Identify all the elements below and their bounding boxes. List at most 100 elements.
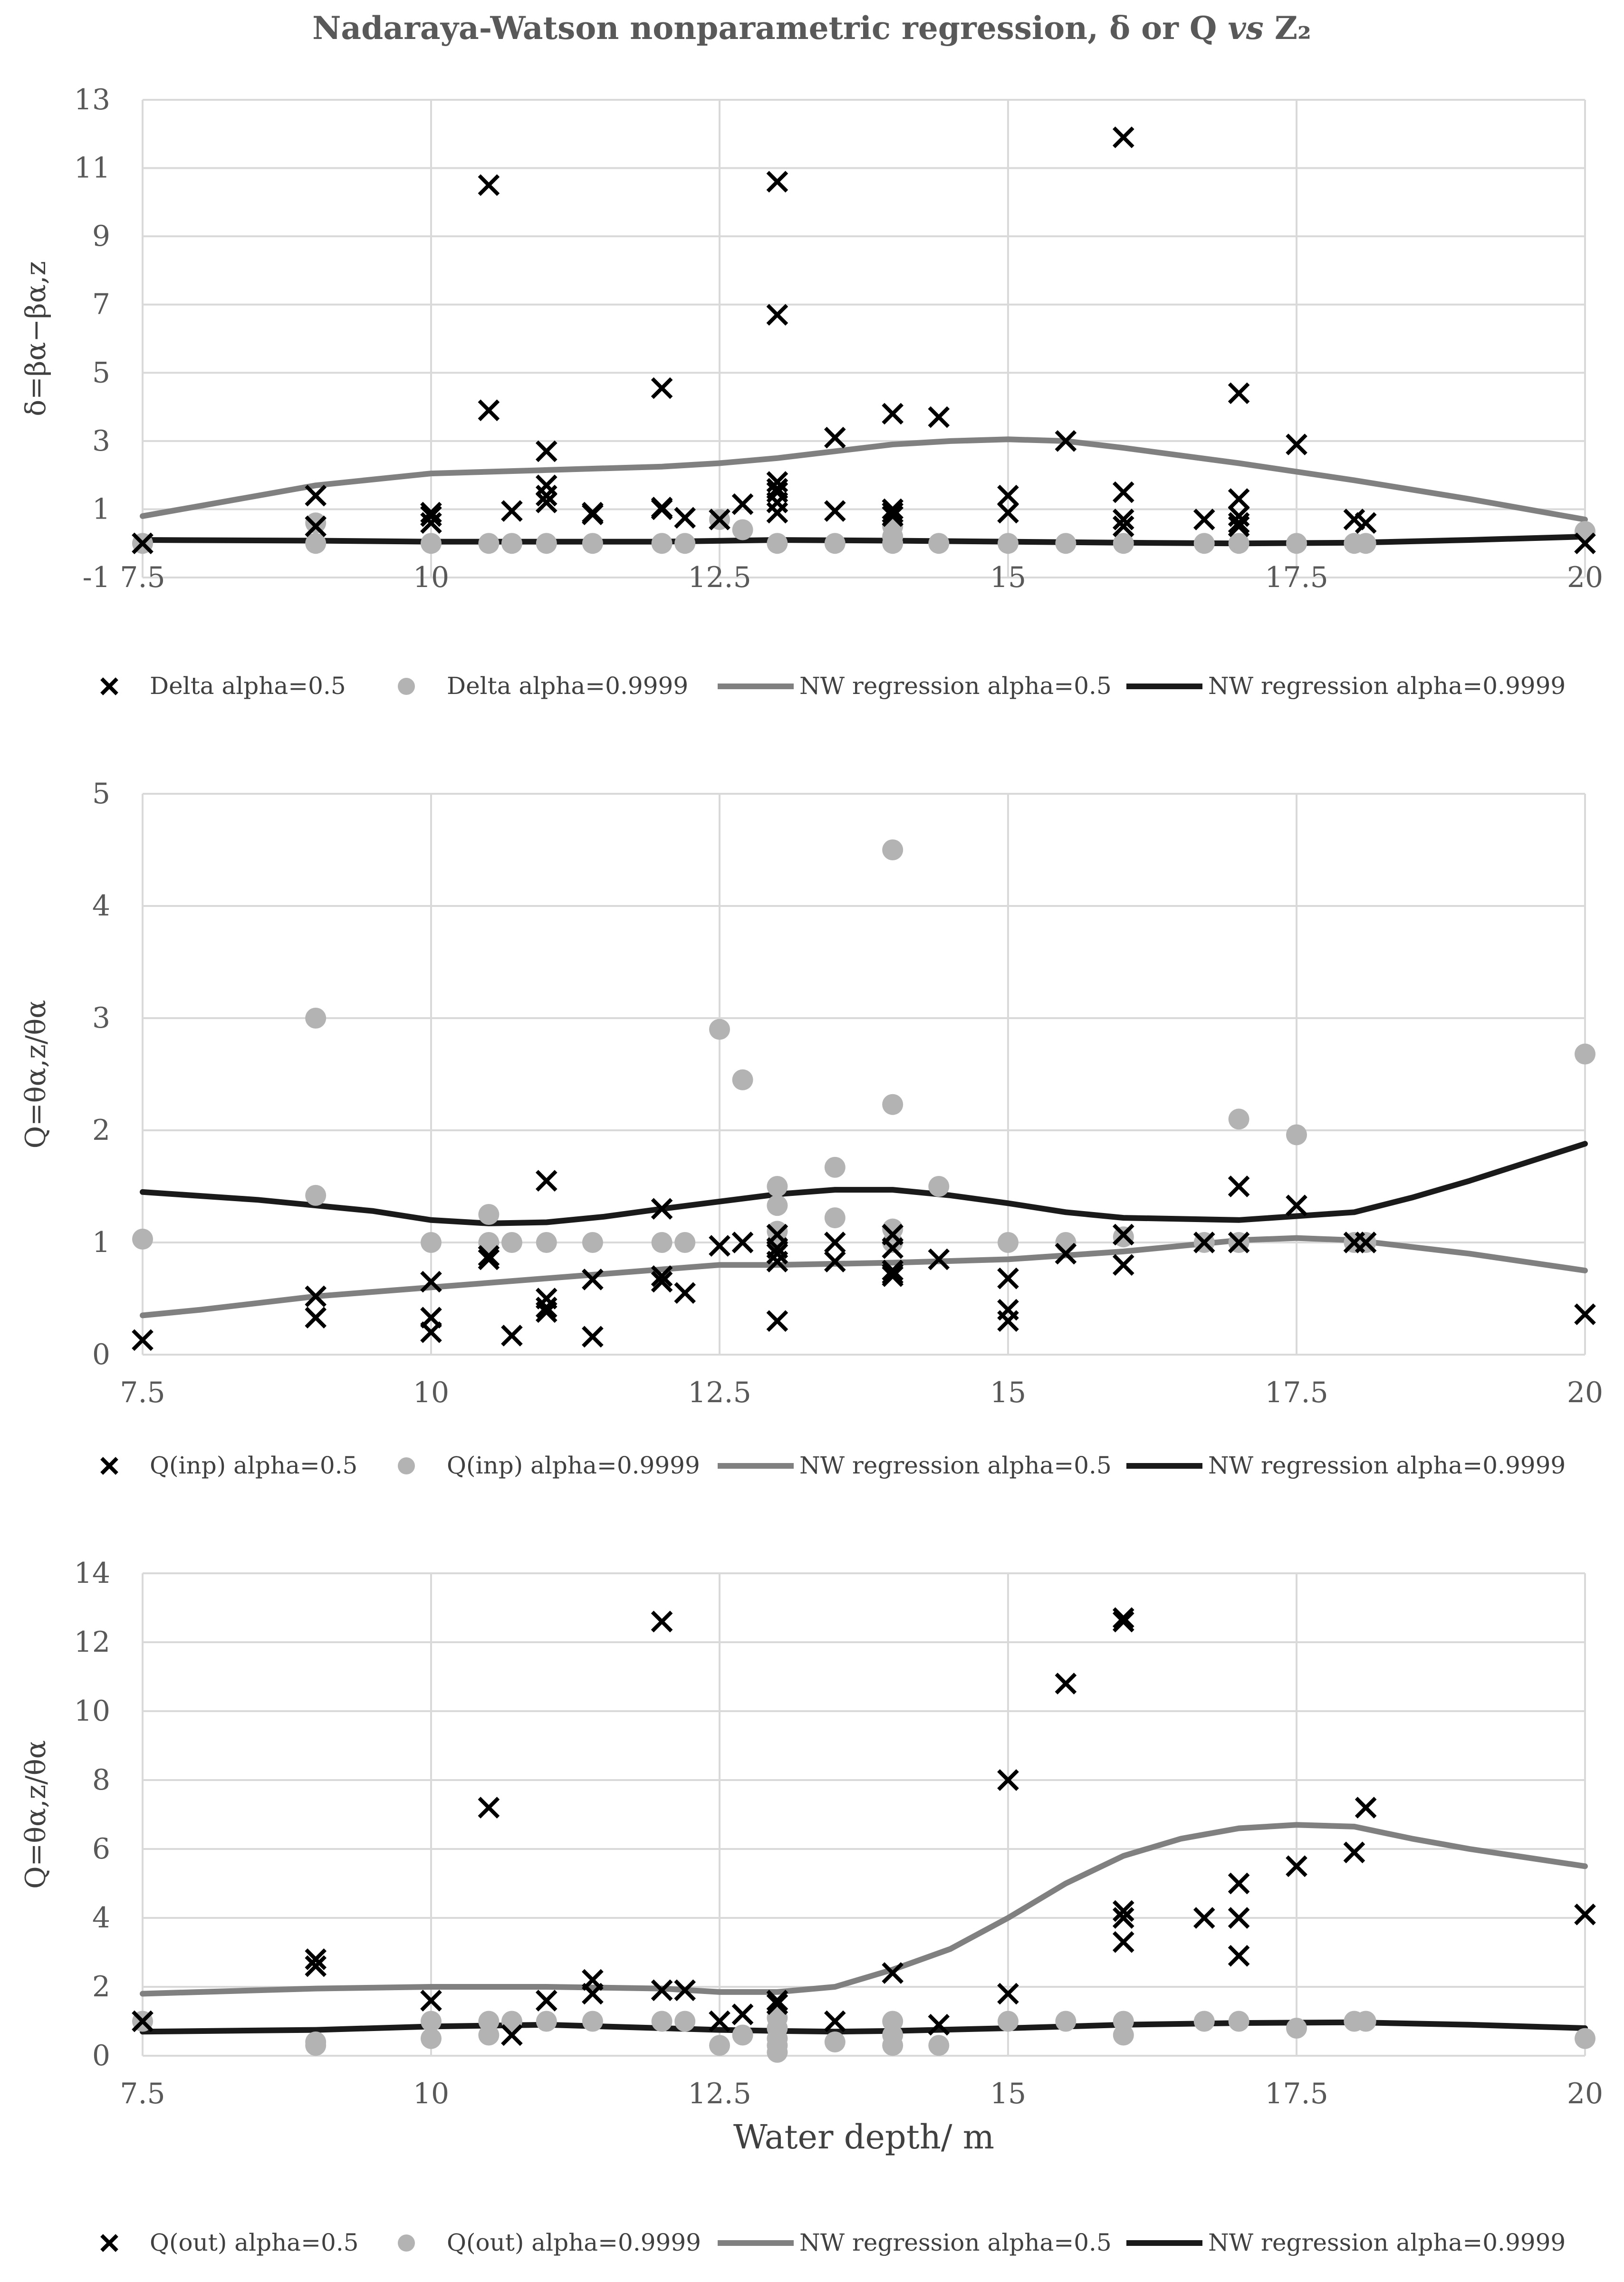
cross-stroke [1286,1855,1307,1878]
scatter-cross-point [1228,382,1250,404]
x-tick-label: 17.5 [1265,561,1328,594]
scatter-dot-point [501,533,522,554]
scatter-cross-point [1228,488,1250,510]
cross-stroke [420,1271,442,1293]
scatter-cross-point [731,2003,754,2025]
y-tick-label: 3 [92,1001,110,1035]
scatter-cross-point [928,1248,950,1271]
scatter-cross-point [1112,1931,1134,1953]
scatter-cross-point [1355,1797,1377,1819]
x-tick-label: 12.5 [688,2077,751,2110]
scatter-dot-point [824,533,846,554]
cross-stroke [709,509,730,530]
scatter-dot-point [1286,2018,1307,2039]
legend-label: Delta alpha=0.9999 [447,672,688,700]
scatter-cross-point [824,426,846,449]
cross-stroke [582,1326,604,1348]
scatter-cross-point [1112,481,1134,503]
y-tick-label: 5 [92,356,110,389]
scatter-cross-point [535,474,557,497]
legend: Q(inp) alpha=0.5 Q(inp) alpha=0.9999 NW re… [100,1452,1566,1479]
cross-stroke [651,1271,673,1293]
cross-stroke [1112,515,1134,538]
scatter-cross-point [1112,1900,1134,1922]
x-tick-label: 20 [1567,1376,1603,1409]
nw-regression-alpha-09999-line [140,1141,1588,1226]
cross-stroke [1343,509,1365,530]
cross-stroke [766,304,788,326]
cross-stroke [731,2003,754,2025]
scatter-dot-point [928,1176,950,1197]
cross-stroke [420,1321,442,1343]
scatter-cross-point [1343,1841,1365,1864]
scatter-cross-point [1112,509,1134,530]
scatter-dot-point [305,1184,327,1206]
cross-stroke [1112,1223,1134,1246]
cross-stroke [651,1979,673,2002]
cross-stroke [535,1301,557,1323]
scatter-dot-point [478,533,500,554]
scatter-dot-point [1575,1043,1595,1065]
scatter-cross-point [674,1282,696,1304]
scatter-dot-point [1193,533,1215,554]
scatter-cross-point [420,1990,442,2012]
cross-stroke [997,1310,1019,1332]
scatter-cross-point [1574,1303,1596,1325]
scatter-cross-point [766,1242,788,1265]
scatter-cross-point [1112,126,1134,148]
cross-stroke [882,1265,904,1287]
legend-label: NW regression alpha=0.9999 [1208,2229,1566,2256]
scatter-cross-point [501,1325,523,1347]
y-tick-label: 11 [74,152,110,185]
cross-stroke [1112,126,1134,148]
cross-stroke [535,1170,557,1192]
cross-stroke [100,1457,118,1475]
scatter-dot-point [478,2024,500,2046]
cross-stroke [928,1248,950,1271]
scatter-cross-point [997,1267,1019,1290]
legend-label: Q(inp) alpha=0.5 [150,1452,357,1479]
cross-stroke [1055,430,1077,452]
scatter-cross-point [766,481,788,503]
scatter-cross-point [1574,1903,1596,1926]
scatter-dot-point [1055,1232,1076,1253]
scatter-dot-point [501,2011,522,2032]
scatter-cross-point [1228,512,1250,534]
cross-stroke [1193,1232,1215,1253]
scatter-dot-point [582,1232,603,1253]
scatter-dot-point [674,533,696,554]
scatter-cross-point [582,1983,604,2005]
cross-stroke [1355,1232,1377,1253]
scatter-dot-point [1228,533,1249,554]
legend-item: Q(inp) alpha=0.9999 [398,1452,700,1479]
legend-label: NW regression alpha=0.9999 [1208,1452,1566,1479]
scatter-dot-point [536,533,557,554]
plot-area [132,1607,1596,2063]
cross-stroke [709,1235,730,1257]
y-tick-label: 8 [92,1763,110,1797]
scatter-cross-point [1055,1242,1077,1265]
legend-label: NW regression alpha=0.5 [799,1452,1112,1479]
scatter-cross-point [1228,1872,1250,1895]
y-tick-label: 3 [92,424,110,458]
scatter-cross-point [766,304,788,326]
scatter-cross-point [1355,512,1377,534]
scatter-cross-point [997,1983,1019,2005]
scatter-cross-point [1228,1907,1250,1929]
scatter-cross-point [1112,1907,1134,1929]
x-tick-label: 20 [1567,561,1603,594]
scatter-dot-point [674,1232,696,1253]
x-tick-label: 7.5 [120,2077,165,2110]
scatter-cross-point [882,1260,904,1281]
scatter-dot-point [1055,2011,1076,2032]
scatter-cross-point [651,498,673,520]
cross-stroke [1574,532,1596,555]
scatter-cross-point [1574,532,1596,555]
scatter-cross-point [1112,515,1134,538]
legend-label: NW regression alpha=0.5 [799,2229,1112,2256]
legend-dot-marker [398,1457,415,1474]
scatter-cross-point [478,1248,500,1271]
scatter-cross-point [535,1301,557,1323]
nw-regression-alpha-05-line [140,1822,1588,1997]
